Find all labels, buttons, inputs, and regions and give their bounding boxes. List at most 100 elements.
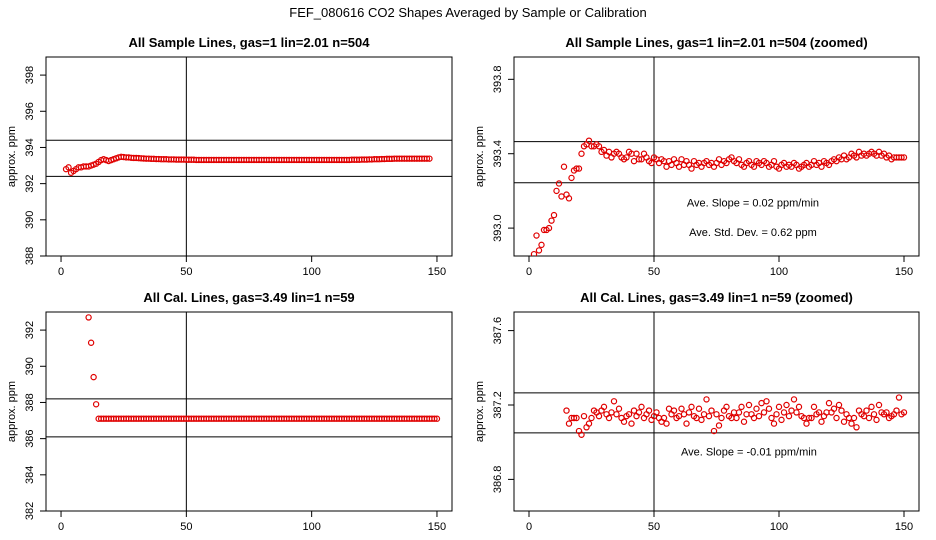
- y-tick-label: 388: [24, 393, 36, 411]
- data-point: [670, 407, 678, 414]
- data-point: [573, 165, 580, 172]
- y-tick-label: 390: [24, 357, 36, 375]
- data-point: [865, 414, 873, 422]
- data-point: [765, 405, 773, 412]
- slope-annotation: Ave. Slope = -0.01 ppm/min: [681, 446, 817, 458]
- data-point: [568, 174, 575, 182]
- x-tick-label: 150: [428, 266, 446, 278]
- data-point: [780, 409, 788, 416]
- y-axis-label: approx. ppm: [6, 381, 18, 442]
- y-tick-label: 390: [24, 211, 36, 229]
- data-point: [685, 409, 693, 416]
- data-point: [688, 165, 695, 172]
- x-tick-label: 50: [180, 266, 192, 278]
- data-point: [653, 409, 660, 416]
- y-axis-label: approx. ppm: [474, 381, 486, 442]
- x-tick-label: 150: [895, 521, 913, 533]
- data-point: [750, 163, 758, 170]
- data-point: [775, 403, 783, 411]
- panel-title: All Cal. Lines, gas=3.49 lin=1 n=59 (zoo…: [580, 290, 853, 305]
- x-tick-label: 100: [302, 521, 320, 533]
- data-point: [635, 156, 643, 163]
- data-point: [735, 156, 743, 163]
- data-point: [710, 427, 718, 435]
- data-point: [840, 418, 848, 425]
- data-point: [613, 411, 620, 418]
- data-point: [85, 314, 92, 321]
- data-point: [830, 405, 838, 412]
- data-point: [625, 411, 633, 418]
- data-point: [850, 414, 858, 422]
- data-point: [663, 420, 670, 427]
- data-point: [565, 195, 573, 202]
- x-tick-label: 100: [302, 266, 320, 278]
- panel-sample-lines-zoomed: All Sample Lines, gas=1 lin=2.01 n=504 (…: [474, 35, 920, 278]
- x-tick-label: 0: [526, 521, 532, 533]
- data-point: [873, 416, 880, 424]
- x-tick-label: 150: [895, 266, 913, 278]
- y-tick-label: 396: [24, 102, 36, 120]
- data-point: [535, 247, 543, 254]
- data-point: [803, 420, 810, 427]
- x-tick-label: 50: [648, 521, 660, 533]
- data-point: [715, 422, 723, 429]
- data-point: [895, 394, 903, 401]
- data-point: [795, 403, 803, 411]
- data-point: [718, 414, 725, 422]
- data-point: [793, 409, 800, 416]
- data-point: [580, 412, 588, 420]
- data-point: [833, 414, 840, 422]
- data-point: [633, 150, 640, 157]
- y-tick-label: 386: [24, 429, 36, 447]
- data-point: [87, 339, 95, 346]
- y-tick-label: 392: [24, 321, 36, 339]
- data-point: [863, 407, 870, 414]
- data-point: [578, 431, 585, 438]
- data-point: [600, 403, 608, 411]
- data-point: [835, 401, 843, 409]
- data-point: [818, 163, 825, 170]
- data-point: [610, 398, 618, 405]
- data-point: [790, 396, 798, 403]
- panel-title: All Cal. Lines, gas=3.49 lin=1 n=59: [143, 290, 354, 305]
- data-point: [815, 409, 823, 416]
- data-point: [853, 424, 860, 431]
- data-point: [695, 405, 703, 412]
- data-point: [818, 418, 825, 425]
- data-point: [900, 409, 908, 416]
- data-point: [92, 401, 100, 408]
- y-tick-label: 387.6: [492, 317, 504, 345]
- data-point: [426, 155, 433, 162]
- data-point: [708, 407, 715, 414]
- data-point: [875, 401, 883, 409]
- x-tick-label: 0: [58, 521, 64, 533]
- data-point: [585, 420, 593, 427]
- panel-title: All Sample Lines, gas=1 lin=2.01 n=504: [129, 35, 371, 50]
- data-point: [810, 403, 818, 411]
- data-points: [563, 394, 908, 438]
- data-point: [738, 403, 745, 411]
- x-tick-label: 150: [428, 521, 446, 533]
- data-point: [545, 224, 553, 232]
- data-point: [628, 420, 635, 427]
- data-point: [585, 137, 593, 144]
- y-tick-label: 386.8: [492, 466, 504, 494]
- x-tick-label: 0: [526, 266, 532, 278]
- data-point: [703, 396, 710, 403]
- x-tick-label: 50: [180, 521, 192, 533]
- y-tick-label: 398: [24, 66, 36, 84]
- data-point: [560, 163, 568, 170]
- data-point: [893, 407, 900, 414]
- data-point: [770, 420, 778, 427]
- data-point: [883, 409, 890, 416]
- data-point: [550, 211, 558, 219]
- data-point: [778, 416, 785, 424]
- slope-annotation: Ave. Slope = 0.02 ppm/min: [687, 197, 819, 209]
- data-point: [805, 414, 813, 422]
- y-tick-label: 384: [24, 466, 36, 484]
- data-point: [713, 411, 720, 418]
- data-point: [683, 420, 690, 427]
- data-point: [838, 407, 845, 414]
- x-tick-label: 100: [770, 266, 788, 278]
- data-point: [538, 241, 545, 249]
